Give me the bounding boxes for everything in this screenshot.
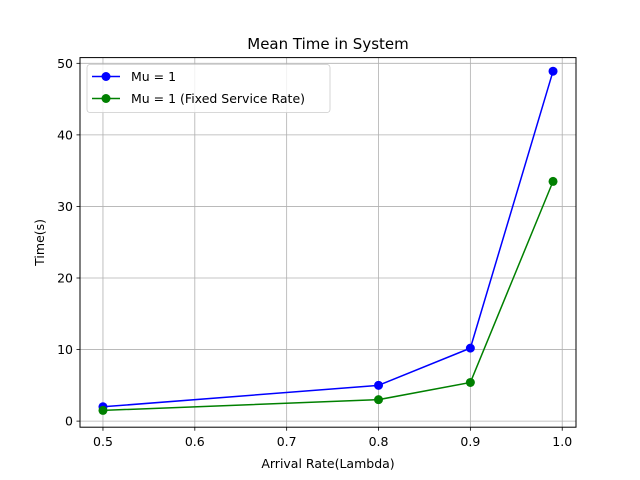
chart-title: Mean Time in System	[247, 35, 409, 53]
x-axis-label: Arrival Rate(Lambda)	[261, 456, 394, 471]
y-tick-label: 40	[57, 127, 73, 142]
data-point-marker	[465, 343, 475, 353]
x-tick-label: 0.7	[277, 434, 297, 449]
legend-item: Mu = 1 (Fixed Service Rate)	[92, 91, 305, 106]
series-line	[102, 181, 554, 412]
legend-label: Mu = 1	[131, 69, 176, 84]
data-point-marker	[374, 395, 384, 405]
y-tick-label: 0	[65, 414, 73, 429]
axis-ticks: 0.5 0.6 0.7 0.8 0.9 1.0 0 10 20 30 40 50	[57, 56, 572, 449]
series-2	[98, 176, 558, 415]
y-tick-label: 50	[57, 56, 73, 71]
series-line	[102, 70, 554, 408]
x-tick-label: 0.9	[460, 434, 480, 449]
legend-label: Mu = 1 (Fixed Service Rate)	[131, 91, 305, 106]
legend-item: Mu = 1	[92, 69, 176, 84]
x-tick-label: 0.6	[185, 434, 205, 449]
data-point-marker	[465, 377, 475, 387]
legend-marker	[101, 94, 111, 103]
y-tick-label: 20	[57, 271, 73, 286]
legend-marker	[101, 72, 111, 81]
y-tick-label: 30	[57, 199, 73, 214]
x-tick-label: 1.0	[552, 434, 572, 449]
series-group	[98, 66, 558, 415]
data-point-marker	[98, 405, 108, 415]
y-axis-label: Time(s)	[32, 219, 47, 267]
x-tick-label: 0.5	[93, 434, 113, 449]
legend-box	[86, 64, 331, 113]
y-tick-label: 10	[57, 342, 73, 357]
grid	[80, 57, 576, 428]
legend: Mu = 1 Mu = 1 (Fixed Service Rate)	[86, 64, 331, 113]
data-point-marker	[374, 380, 384, 390]
data-point-marker	[548, 66, 558, 76]
plot-frame	[79, 57, 577, 428]
x-tick-label: 0.8	[369, 434, 389, 449]
data-point-marker	[548, 176, 558, 186]
